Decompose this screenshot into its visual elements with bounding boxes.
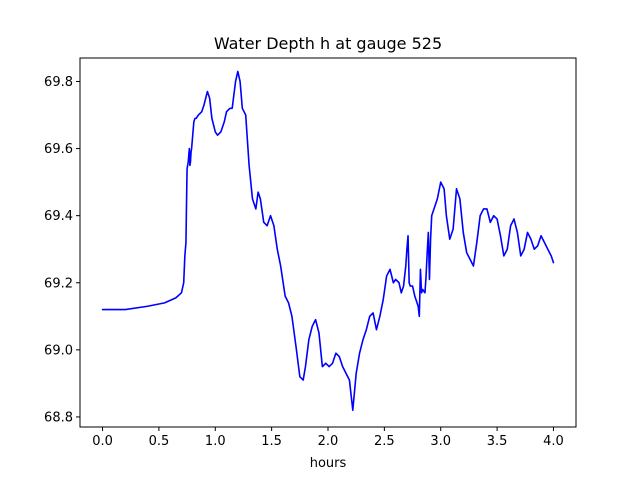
- x-tick-label: 1.5: [261, 434, 282, 449]
- y-tick-label: 69.2: [44, 276, 73, 291]
- x-tick-label: 4.0: [543, 434, 564, 449]
- x-axis-label: hours: [310, 456, 347, 471]
- y-tick-label: 69.8: [44, 75, 73, 90]
- x-tick-label: 3.0: [430, 434, 451, 449]
- series-layer: [101, 70, 555, 412]
- x-tick-label: 2.0: [318, 434, 339, 449]
- x-tick-label: 0.5: [149, 434, 170, 449]
- y-tick-label: 68.8: [44, 410, 73, 425]
- x-tick-label: 1.0: [205, 434, 226, 449]
- plot-area-frame: [79, 57, 577, 428]
- chart-title: Water Depth h at gauge 525: [214, 34, 442, 53]
- x-tick-label: 2.5: [374, 434, 395, 449]
- x-tick-label: 3.5: [487, 434, 508, 449]
- y-tick-label: 69.0: [44, 343, 73, 358]
- axis-ticks: 0.0 0.5 1.0 1.5 2.0 2.5 3.0 3.5 4.0 68.8 69.0 69.2 6…: [44, 75, 564, 449]
- x-tick-label: 0.0: [92, 434, 113, 449]
- y-tick-label: 69.6: [44, 142, 73, 157]
- y-tick-label: 69.4: [44, 209, 73, 224]
- series-line-0: [101, 70, 555, 412]
